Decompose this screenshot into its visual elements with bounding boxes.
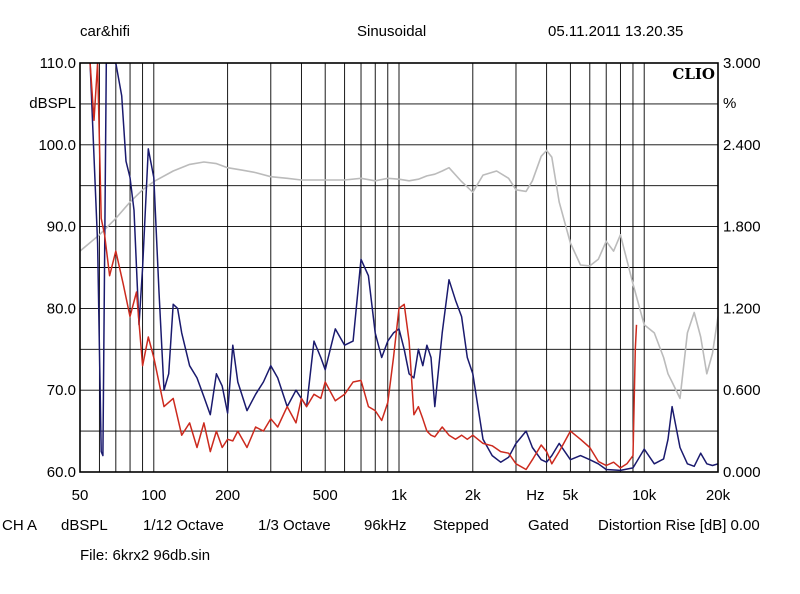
x-axis-unit-label: Hz [526, 487, 544, 504]
y-axis-label: dBSPL [29, 95, 76, 112]
footer-distortion: Distortion Rise [dB] 0.00 [598, 517, 760, 534]
y-tick-label: 60.0 [47, 464, 76, 481]
y-tick-label: 100.0 [38, 137, 76, 154]
x-tick-label: 5k [562, 487, 578, 504]
y2-tick-label: 1.800 [723, 219, 761, 236]
y2-tick-label: 1.200 [723, 300, 761, 317]
footer-smoothing: 1/12 Octave [143, 517, 224, 534]
response-curve-blue [89, 63, 718, 472]
y-tick-label: 80.0 [47, 300, 76, 317]
response-curve-red [89, 63, 638, 471]
plot-frame [79, 62, 719, 473]
x-tick-label: 100 [141, 487, 166, 504]
header-right: 05.11.2011 13.20.35 [548, 23, 684, 40]
y2-axis-label: % [723, 95, 736, 112]
header-left: car&hifi [80, 23, 131, 40]
footer-channel: CH A [2, 517, 38, 534]
y2-tick-label: 3.000 [723, 55, 761, 72]
series [80, 63, 718, 472]
clio-logo: CLIO [672, 65, 715, 83]
x-tick-label: 500 [313, 487, 338, 504]
y2-tick-label: 2.400 [723, 137, 761, 154]
x-tick-label: 10k [632, 487, 657, 504]
footer-sample-rate: 96kHz [364, 517, 407, 534]
y2-tick-label: 0.000 [723, 464, 761, 481]
tick-labels: 60.0 70.0 80.0 90.0 100.0 110.0 0.000 0.600 1.20… [29, 55, 760, 504]
footer-resolution: 1/3 Octave [258, 517, 331, 534]
footer-settings: CH A dBSPL 1/12 Octave 1/3 Octave 96kHz … [0, 518, 800, 536]
distortion-curve-gray [80, 149, 718, 400]
x-tick-label: 1k [391, 487, 407, 504]
y-tick-label: 110.0 [40, 55, 76, 72]
footer-file: File: 6krx2 96db.sin [80, 547, 211, 564]
header-center: Sinusoidal [357, 23, 427, 40]
y-tick-label: 90.0 [47, 219, 76, 236]
footer-unit: dBSPL [61, 517, 108, 534]
x-tick-label: 50 [72, 487, 89, 504]
x-tick-label: 200 [215, 487, 240, 504]
footer-gate: Gated [528, 517, 569, 534]
x-tick-label: 20k [706, 487, 731, 504]
plot-border [79, 62, 719, 473]
x-tick-label: 2k [465, 487, 481, 504]
footer-mode: Stepped [433, 517, 489, 534]
y2-tick-label: 0.600 [723, 382, 761, 399]
y-tick-label: 70.0 [47, 382, 76, 399]
